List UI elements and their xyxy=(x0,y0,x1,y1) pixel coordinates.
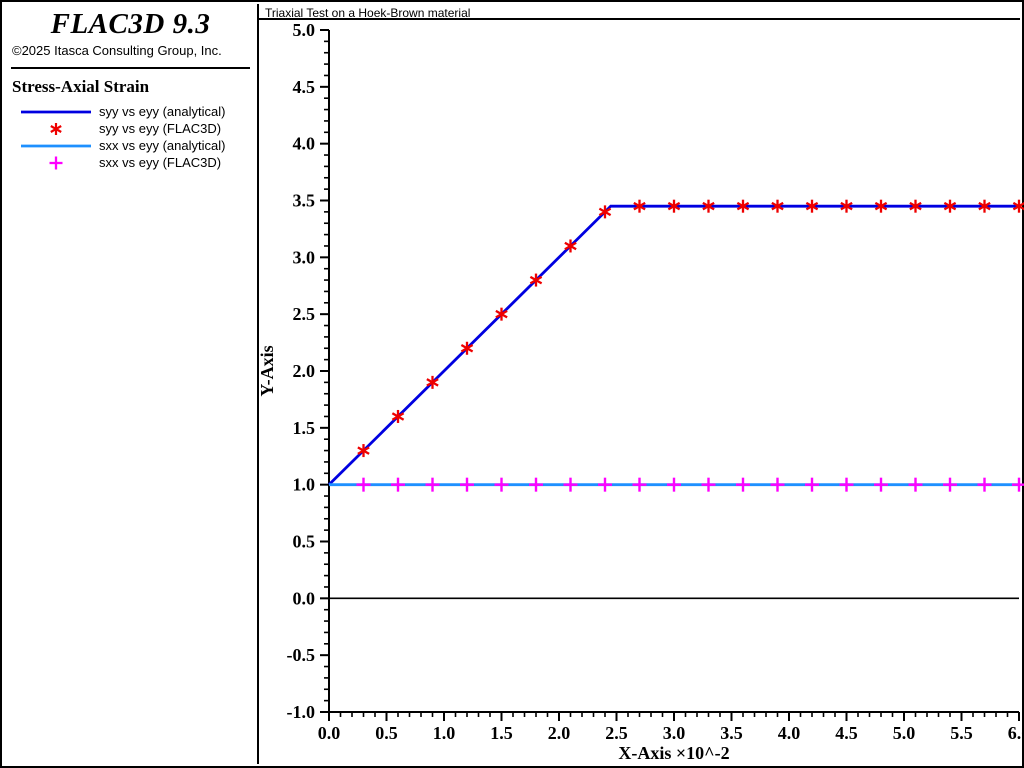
syy-flac3d-asterisk-marker-icon xyxy=(50,122,62,135)
svg-text:1.0: 1.0 xyxy=(433,723,456,743)
svg-text:0.5: 0.5 xyxy=(375,723,398,743)
svg-text:2.5: 2.5 xyxy=(293,304,316,324)
legend-title: Stress-Axial Strain xyxy=(12,77,150,96)
sxx-flac3d-plus-marker-icon xyxy=(49,156,63,169)
svg-text:0.5: 0.5 xyxy=(293,532,316,552)
chart-title: Triaxial Test on a Hoek-Brown material xyxy=(259,4,1020,20)
svg-text:1.5: 1.5 xyxy=(293,418,316,438)
svg-text:2.0: 2.0 xyxy=(548,723,571,743)
legend-item-label: syy vs eyy (analytical) xyxy=(99,104,226,119)
svg-text:3.0: 3.0 xyxy=(663,723,686,743)
svg-text:5.5: 5.5 xyxy=(950,723,973,743)
y-axis: -1.0 -0.5 0.0 0.5 1.0 1.5 2.0 2.5 3.0 3.5 4.0 4.5 5.… xyxy=(287,20,330,722)
legend-item-label: sxx vs eyy (analytical) xyxy=(99,138,226,153)
copyright-text: ©2025 Itasca Consulting Group, Inc. xyxy=(12,43,222,58)
series-sxx-vs-eyy-flac3d- xyxy=(356,477,1024,492)
legend-item-sxx-analytical: sxx vs eyy (analytical) xyxy=(4,137,257,154)
svg-text:3.5: 3.5 xyxy=(720,723,743,743)
chart-area: Triaxial Test on a Hoek-Brown material -… xyxy=(259,4,1024,764)
legend-item-label: sxx vs eyy (FLAC3D) xyxy=(99,155,222,170)
svg-text:3.0: 3.0 xyxy=(293,247,316,267)
svg-text:2.0: 2.0 xyxy=(293,361,316,381)
x-axis-label: X-Axis ×10^-2 xyxy=(618,743,729,763)
svg-text:1.5: 1.5 xyxy=(490,723,513,743)
svg-text:6.0: 6.0 xyxy=(1008,723,1024,743)
svg-text:-1.0: -1.0 xyxy=(287,702,316,722)
svg-text:4.0: 4.0 xyxy=(293,134,316,154)
y-axis-label: Y-Axis xyxy=(259,345,277,396)
svg-text:0.0: 0.0 xyxy=(318,723,341,743)
panel-divider xyxy=(11,67,250,69)
legend-item-sxx-flac3d: sxx vs eyy (FLAC3D) xyxy=(4,154,257,171)
info-panel: FLAC3D 9.3 ©2025 Itasca Consulting Group… xyxy=(4,4,259,764)
plot-legend: syy vs eyy (analytical) syy vs eyy (FLAC… xyxy=(4,103,257,171)
axis-labels: X-Axis ×10^-2 Y-Axis xyxy=(259,345,730,763)
svg-text:2.5: 2.5 xyxy=(605,723,628,743)
app-title: FLAC3D 9.3 xyxy=(50,8,211,40)
svg-text:5.0: 5.0 xyxy=(293,20,316,40)
svg-text:-0.5: -0.5 xyxy=(287,645,316,665)
legend-item-syy-analytical: syy vs eyy (analytical) xyxy=(4,103,257,120)
svg-text:5.0: 5.0 xyxy=(893,723,916,743)
svg-text:4.0: 4.0 xyxy=(778,723,801,743)
legend-item-syy-flac3d: syy vs eyy (FLAC3D) xyxy=(4,120,257,137)
svg-text:4.5: 4.5 xyxy=(835,723,858,743)
series-syy-vs-eyy-flac3d- xyxy=(357,199,1024,458)
legend-item-label: syy vs eyy (FLAC3D) xyxy=(99,121,222,136)
svg-text:1.0: 1.0 xyxy=(293,475,316,495)
syy-analytical-line-swatch-icon xyxy=(21,110,91,113)
svg-text:3.5: 3.5 xyxy=(293,191,316,211)
series-syy-vs-eyy-analytical- xyxy=(328,204,1019,486)
x-axis: 0.0 0.5 1.0 1.5 2.0 2.5 3.0 3.5 4.0 4.5 5.0 5.5 6.0 xyxy=(318,711,1024,743)
svg-text:4.5: 4.5 xyxy=(293,77,316,97)
svg-text:0.0: 0.0 xyxy=(293,588,316,608)
sxx-analytical-line-swatch-icon xyxy=(21,144,91,147)
plot-canvas[interactable]: -1.0 -0.5 0.0 0.5 1.0 1.5 2.0 2.5 3.0 3.5 4.0 4.5 5.… xyxy=(259,4,1024,768)
